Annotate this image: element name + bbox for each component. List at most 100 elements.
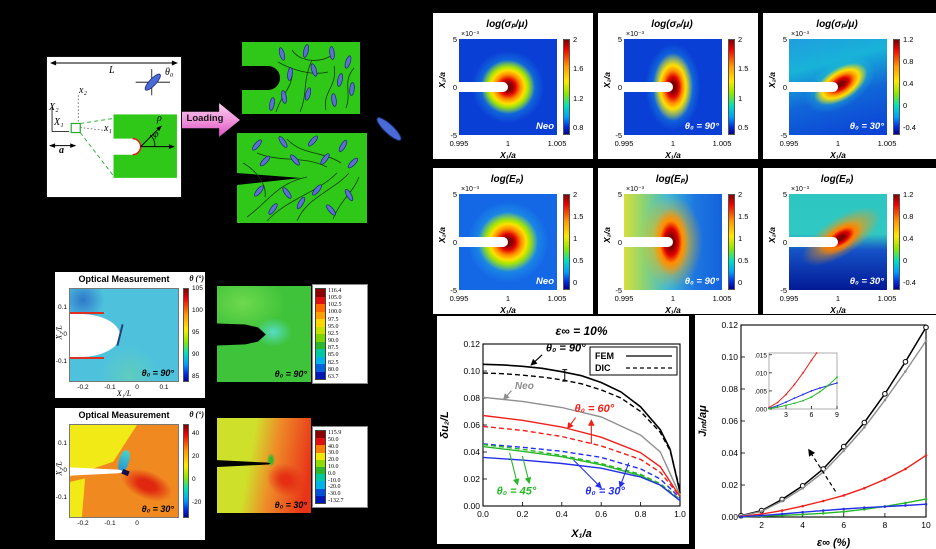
- data-marker: [802, 399, 804, 402]
- data-marker: [863, 506, 866, 510]
- colorbar-labels: 115.9 50.0 40.0 30.0 20.0 10.0 0.0 -10.0 -20.0 -3…: [328, 430, 344, 504]
- polymer-chains: [242, 138, 360, 222]
- stress-map-panel-neo2: log(Eₚ) ×10⁻³ X₂/a Neo 5 0 -5 0.995 1 1.005 X₁/a 2 1…: [433, 168, 593, 314]
- y-tick-label: 5: [782, 190, 787, 199]
- series-line: [482, 414, 681, 497]
- series-line: [482, 396, 681, 496]
- annotation-label: θ₀ = 30°: [585, 486, 625, 498]
- colorbar-tick-label: 85: [192, 373, 200, 380]
- data-marker: [863, 486, 866, 490]
- colorbar-tick-label: 87.5: [328, 345, 339, 352]
- data-marker: [821, 499, 825, 503]
- annotation-label: θ₀ = 60°: [574, 403, 614, 415]
- colorbar-tick-label: 90: [192, 351, 200, 358]
- y-tick-label: 5: [617, 35, 622, 44]
- x-tick-label: 0.8: [635, 509, 647, 519]
- y-tick-label: 0.1: [57, 304, 67, 311]
- y-tick-label: -5: [780, 286, 787, 295]
- stress-map-panel-neo: log(σₚ/μ) ×10⁻³ X₂/a Neo 5 0 -5 0.995 1 1.005 X₁/a…: [433, 13, 593, 159]
- crack-notch: [789, 237, 838, 247]
- colorbar-tick-label: 100: [192, 307, 203, 314]
- data-marker: [827, 384, 830, 387]
- x-tick-label: 0.1: [159, 384, 169, 391]
- colorbar-tick-label: 40.0: [328, 443, 339, 450]
- data-marker: [840, 443, 847, 450]
- x-tick-label: 1.005: [712, 294, 732, 303]
- panel-title: Optical Measurement: [78, 410, 170, 420]
- unit-label: θ (°): [189, 274, 204, 283]
- data-marker: [883, 398, 887, 402]
- data-marker: [760, 514, 763, 517]
- y-tick-label: .010: [754, 370, 767, 377]
- y-tick-label: 0: [617, 238, 622, 247]
- colorbar-tick-label: 1: [573, 234, 578, 243]
- y-tick-label: 5: [452, 190, 457, 199]
- x-tick-label: 1.0: [674, 509, 686, 519]
- colorbar-tick-label: -132.7: [328, 497, 344, 504]
- colorbar-block: [316, 334, 325, 342]
- data-marker: [821, 512, 825, 515]
- fiber-icons: [269, 44, 355, 111]
- y-tick-label: -5: [615, 286, 622, 295]
- colorbar-tick-label: 105: [192, 285, 203, 292]
- y-tick-label: 0.02: [463, 474, 480, 484]
- data-marker: [842, 449, 846, 452]
- j-integral-chart: 2 4 6 8 10 0.00 0.02 0.04 0.06 0.08 0.10 0.12 ε∞ (%)…: [695, 315, 936, 549]
- y-tick-label: -5: [615, 131, 622, 140]
- y-tick-label: .005: [754, 388, 767, 395]
- optical-measurement-panel-30: Optical Measurement θ (°) X₂/L θ₀ = 30° …: [55, 408, 205, 540]
- data-marker: [810, 390, 813, 392]
- x-axis-label: X₁/L: [116, 389, 132, 398]
- x-tick-label: -0.1: [104, 520, 116, 527]
- tip-field-patch: [266, 453, 276, 468]
- colorbar-block: [316, 296, 325, 304]
- x-axis: 0.0 0.2 0.4 0.6 0.8 1.0: [477, 502, 686, 519]
- y-tick-label: 0.06: [463, 420, 480, 430]
- colorbar-block: [316, 495, 325, 504]
- data-marker: [904, 467, 907, 471]
- x-tick-label: 1.005: [877, 139, 897, 148]
- data-marker: [768, 407, 770, 410]
- x-axis-label: X₁/a: [665, 305, 681, 314]
- data-marker: [776, 401, 779, 404]
- unit-label: θ (°): [189, 410, 204, 419]
- legend-label: DIC: [595, 363, 611, 373]
- data-marker: [842, 494, 846, 497]
- y-tick-label: 0: [63, 331, 67, 338]
- colorbar-tick-label: 80.0: [328, 366, 339, 373]
- series-line: [740, 498, 927, 518]
- colorbar-block: [316, 356, 325, 364]
- specimen-schematic: L θ₀ X₂ x₂ X₁ x₁ a ρ φ: [46, 56, 182, 198]
- data-marker: [904, 504, 907, 507]
- data-marker: [836, 382, 838, 384]
- x-tick-label: 10: [921, 520, 931, 530]
- series-line: [740, 503, 927, 518]
- colorbar-tick-label: 0: [903, 256, 908, 265]
- colorbar-tick-label: 0: [903, 101, 908, 110]
- colorbar-tick-label: 0.8: [573, 123, 584, 132]
- y-tick-label: 0: [782, 238, 787, 247]
- y-scale-label: ×10⁻³: [461, 31, 479, 38]
- annotation-arrow: [502, 390, 512, 401]
- x-tick-label: 4: [800, 520, 805, 530]
- x-axis-label: X₁/a: [665, 150, 681, 159]
- x-axis-label: X₁/a: [830, 305, 846, 314]
- colorbar: [728, 39, 735, 135]
- single-fiber-icon: [374, 114, 404, 144]
- data-marker: [923, 324, 929, 331]
- heatmap-plot: θ₀ = 90°: [624, 39, 722, 135]
- x-axis: 2 4 6 8 10: [759, 513, 931, 530]
- y-scale-label: ×10⁻³: [461, 186, 479, 193]
- colorbar-tick-label: 0: [192, 476, 196, 483]
- y-tick-label: -5: [450, 131, 457, 140]
- colorbar-tick-label: 1.2: [573, 93, 584, 103]
- series-line: [740, 327, 927, 517]
- data-marker: [904, 370, 907, 373]
- notch-shape: [113, 138, 141, 155]
- data-marker: [924, 502, 928, 506]
- data-marker: [924, 454, 928, 457]
- y-tick-label: 0.06: [721, 416, 738, 426]
- colorbar-tick-label: 0.5: [738, 123, 749, 132]
- data-marker: [785, 404, 787, 407]
- x-axis-label: ε∞ (%): [817, 537, 851, 549]
